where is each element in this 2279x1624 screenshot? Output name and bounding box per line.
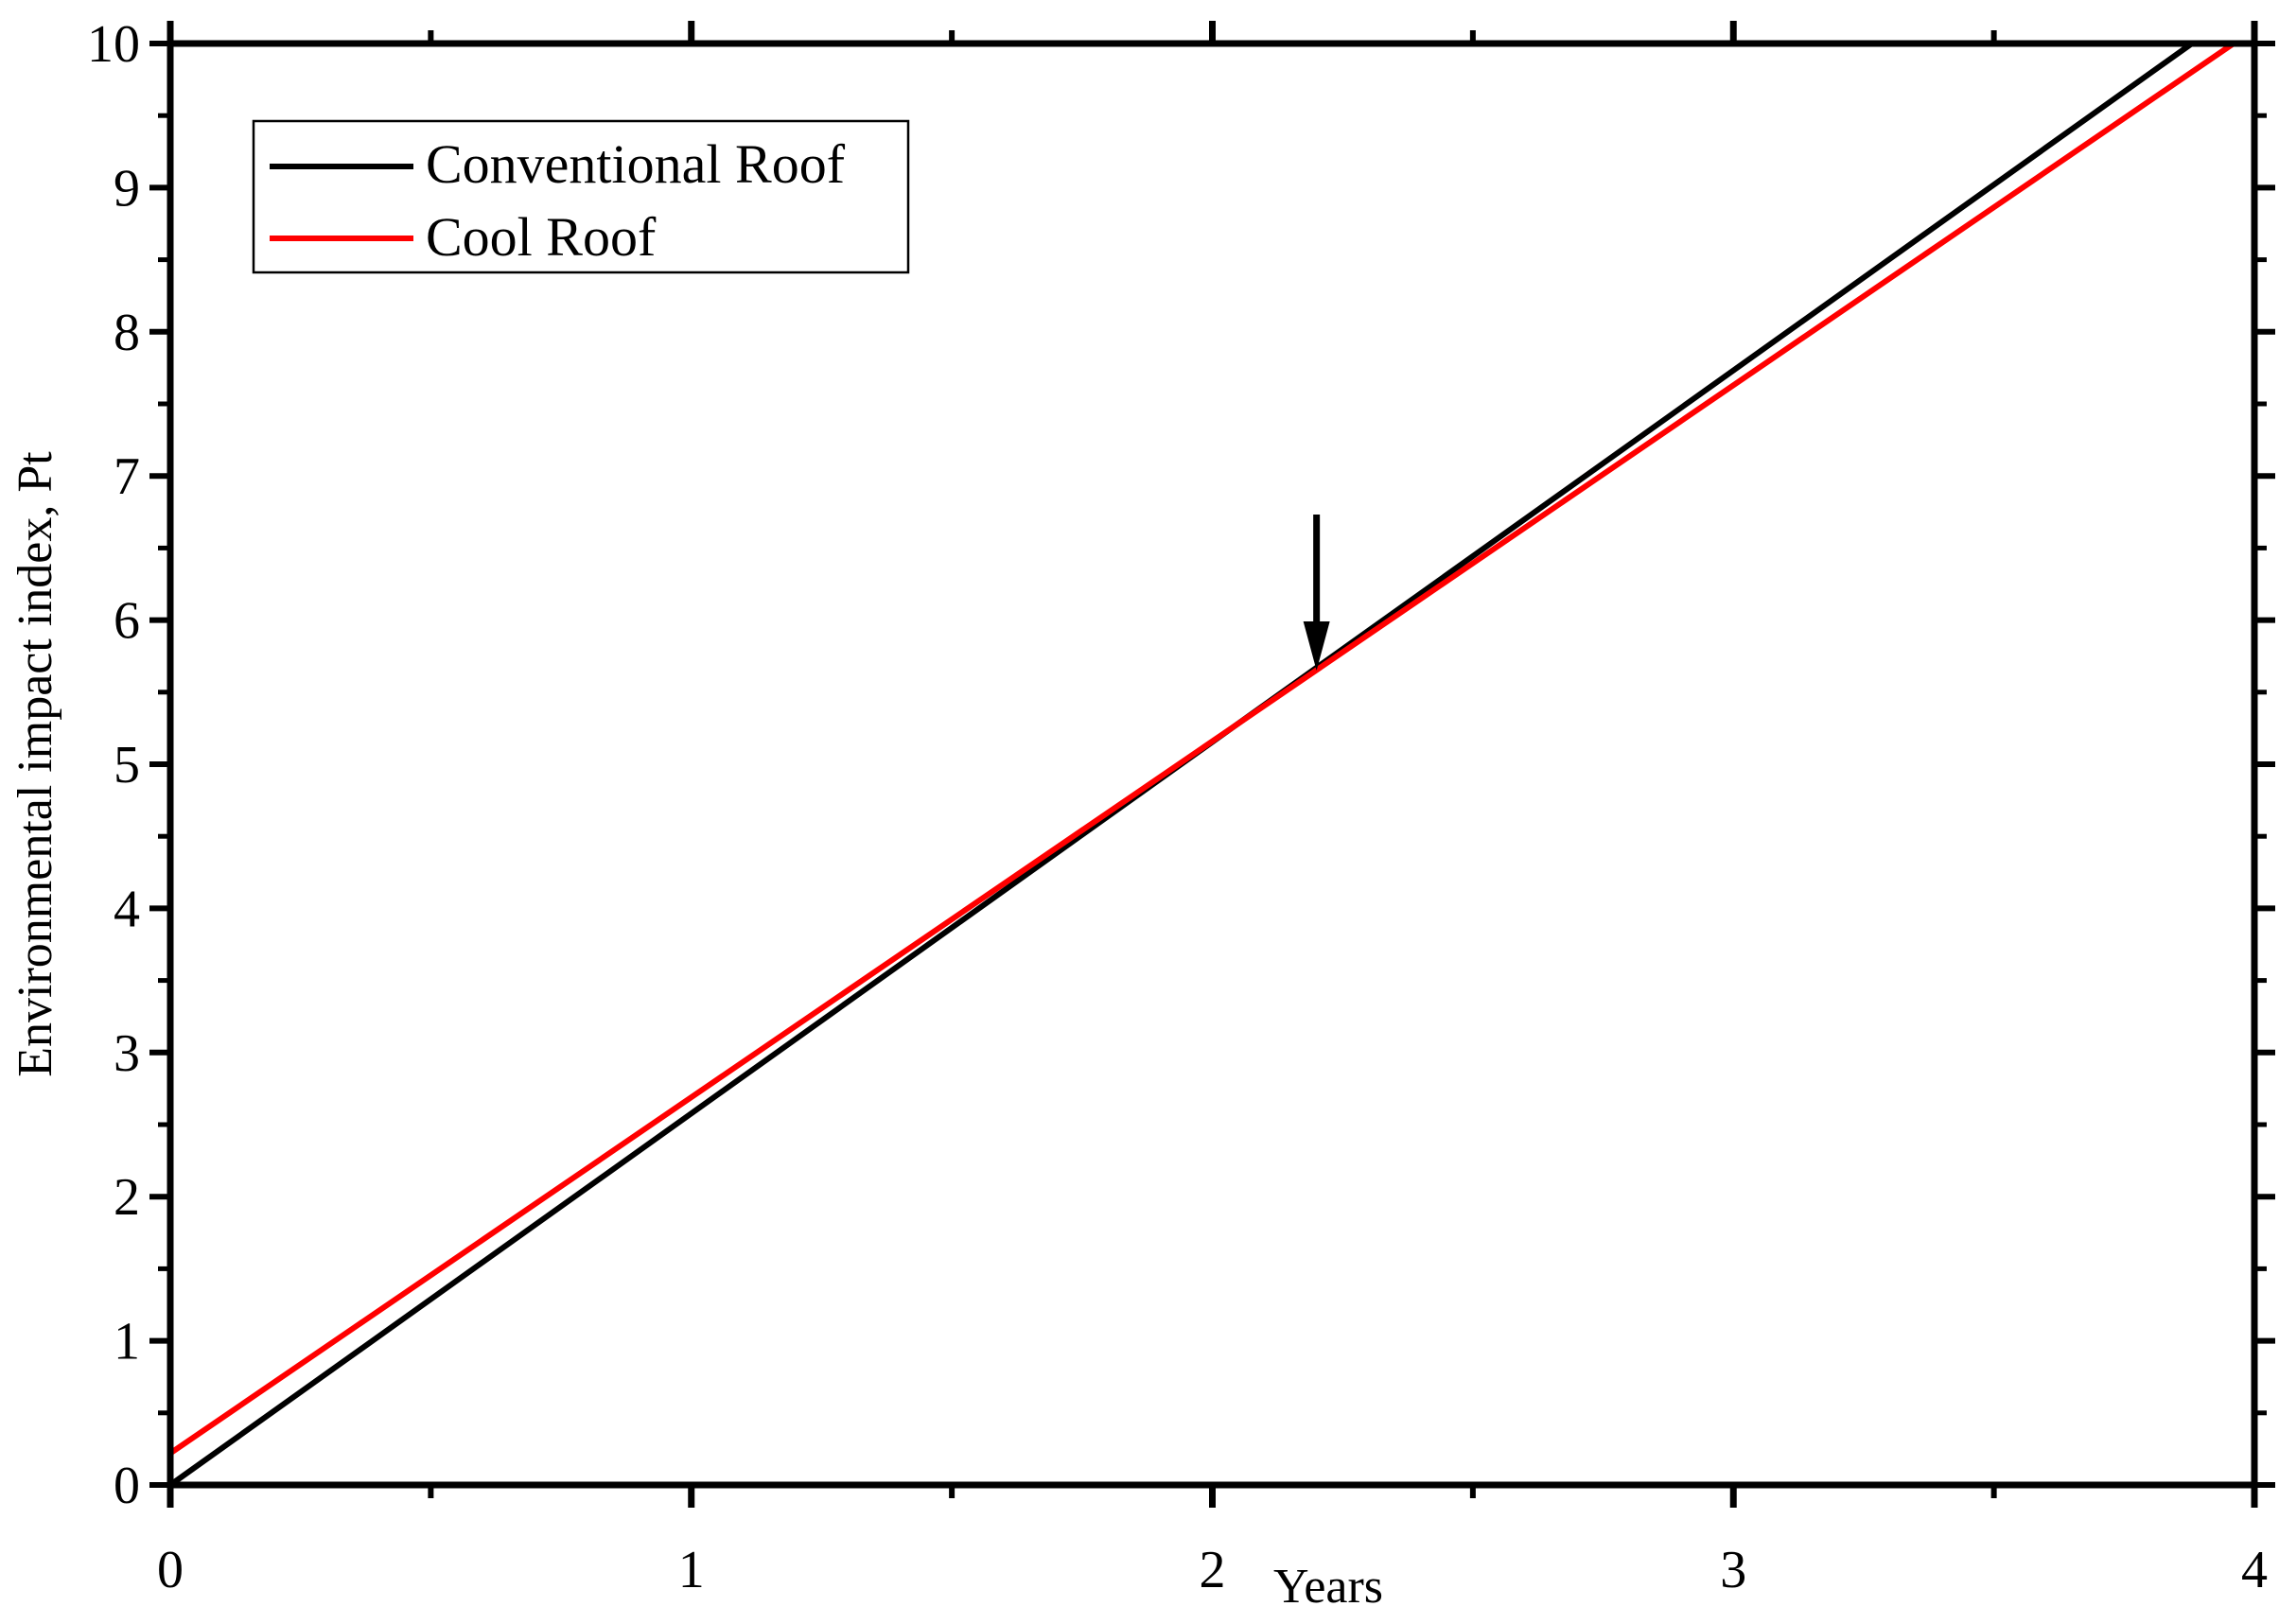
legend: Conventional Roof Cool Roof [252,119,910,274]
x-tick-label: 2 [1200,1541,1226,1599]
annotation-layer [1303,514,1330,671]
y-tick-label: 6 [114,592,140,651]
y-tick-label: 10 [87,15,140,74]
x-tick-label: 4 [2241,1541,2268,1599]
plot-frame [167,40,2258,1489]
y-axis-label: Environmental impact index, Pt [9,451,62,1077]
y-tick-label: 4 [114,880,140,938]
x-tick-label: 3 [1720,1541,1746,1599]
x-tick-label: 1 [678,1541,705,1599]
legend-box [252,119,910,274]
y-tick-label: 3 [114,1024,140,1083]
y-tick-label: 7 [114,447,140,506]
x-tick-label: 0 [157,1541,184,1599]
series-line-cool-roof [168,41,2235,1456]
tick-label-layer: 0 1 2 3 4 0 1 2 3 4 5 6 7 8 9 10 [87,15,2268,1599]
legend-label-cool-roof: Cool Roof [426,206,657,268]
y-tick-label: 9 [114,159,140,218]
legend-label-conventional-roof: Conventional Roof [426,133,846,195]
y-tick-label: 0 [114,1457,140,1515]
down-arrow-icon [1303,620,1330,671]
y-tick-label: 5 [114,736,140,795]
y-tick-label: 8 [114,304,140,362]
series-layer [168,41,2235,1488]
x-axis-label: Years [1273,1560,1383,1614]
y-tick-label: 1 [114,1313,140,1371]
y-tick-label: 2 [114,1168,140,1227]
